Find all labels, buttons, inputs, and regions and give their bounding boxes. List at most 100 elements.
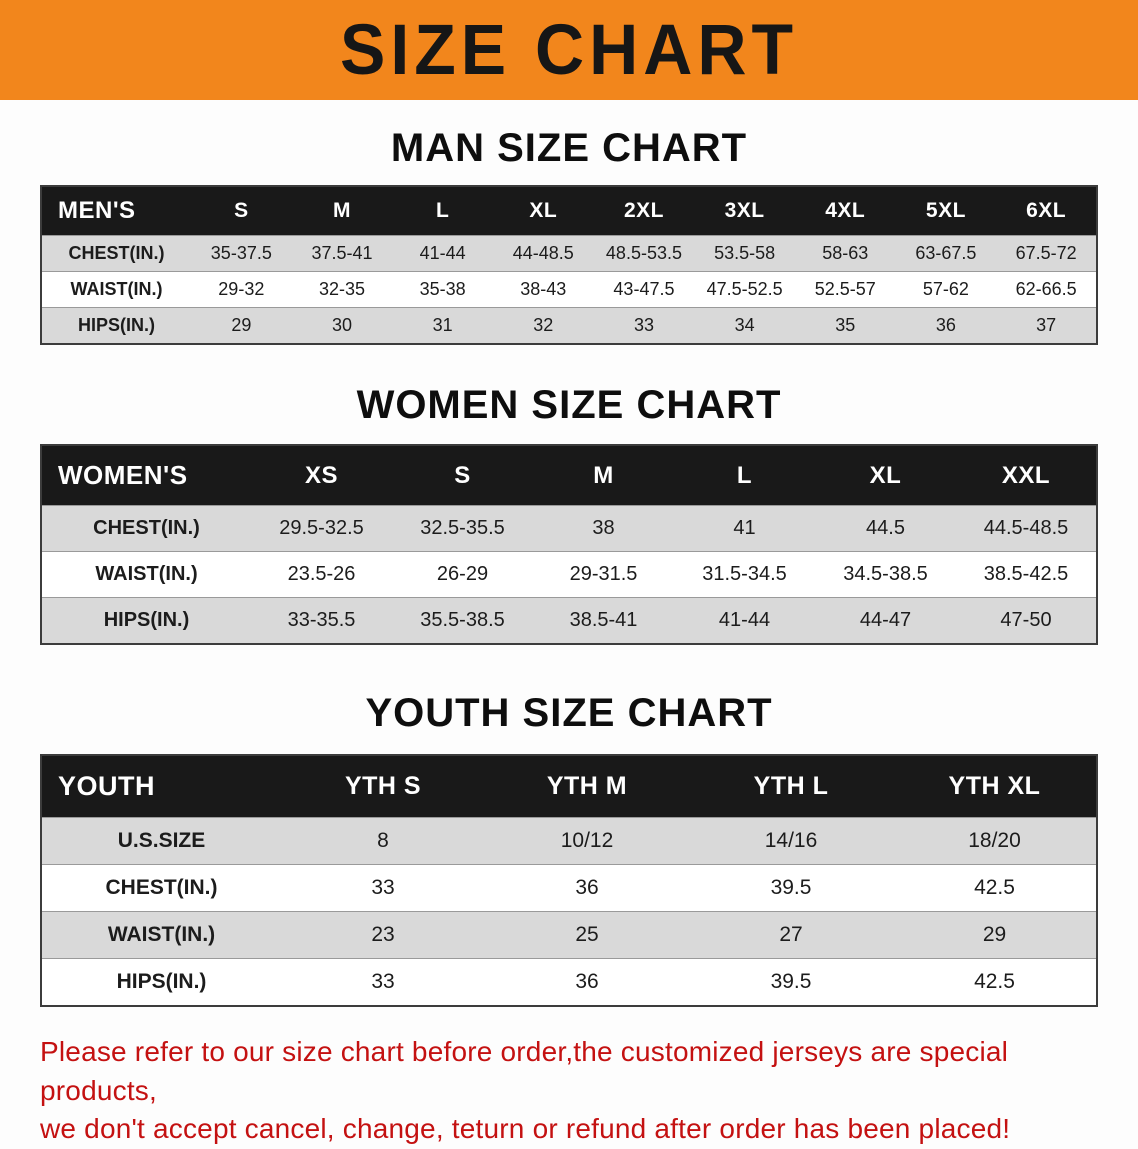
size-chart-banner: SIZE CHART <box>0 0 1138 100</box>
size-value-cell: 42.5 <box>974 970 1015 993</box>
size-column-header: XL <box>815 445 956 506</box>
size-value-cell: 34 <box>734 315 755 335</box>
youth-section-heading: YOUTH SIZE CHART <box>365 691 773 735</box>
size-value-cell: 31.5-34.5 <box>702 563 787 585</box>
size-value-cell: 44.5 <box>866 517 905 539</box>
size-value-cell: 52.5-57 <box>814 279 876 299</box>
women-size-section: WOMEN SIZE CHART WOMEN'S XS S M L XL XXL CHEST(… <box>0 383 1138 645</box>
size-value-cell: 67.5-72 <box>1015 243 1077 263</box>
size-value-cell: 57-62 <box>922 279 969 299</box>
row-label: CHEST(IN.) <box>93 517 200 539</box>
table-corner-label: WOMEN'S <box>41 445 251 506</box>
disclaimer-line-2: we don't accept cancel, change, teturn o… <box>40 1113 1011 1145</box>
row-label: WAIST(IN.) <box>95 563 198 585</box>
table-row: HIPS(IN.) 33-35.5 35.5-38.5 38.5-41 41-44 44-… <box>41 597 1097 644</box>
men-size-table: MEN'S S M L XL 2XL 3XL 4XL 5XL 6XL CHEST(IN.) 35-37… <box>40 185 1098 345</box>
size-column-header: L <box>392 186 493 236</box>
women-size-table: WOMEN'S XS S M L XL XXL CHEST(IN.) 29.5-32.5 32.5… <box>40 444 1098 645</box>
size-value-cell: 32-35 <box>318 279 365 299</box>
size-value-cell: 37 <box>1036 315 1057 335</box>
size-column-header: YTH S <box>281 755 485 818</box>
row-label: WAIST(IN.) <box>107 923 216 946</box>
table-row: CHEST(IN.) 29.5-32.5 32.5-35.5 38 41 44.5 44.5… <box>41 505 1097 552</box>
size-value-cell: 36 <box>935 315 956 335</box>
size-value-cell: 27 <box>779 923 803 946</box>
size-value-cell: 38.5-42.5 <box>983 563 1069 585</box>
size-value-cell: 41-44 <box>718 609 771 631</box>
size-value-cell: 44-47 <box>859 609 912 631</box>
size-value-cell: 25 <box>575 923 599 946</box>
size-value-cell: 41-44 <box>419 243 466 263</box>
size-value-cell: 35-37.5 <box>210 243 272 263</box>
size-value-cell: 18/20 <box>968 829 1021 852</box>
table-row: WAIST(IN.) 23 25 27 29 <box>41 911 1097 959</box>
row-label: HIPS(IN.) <box>103 609 190 631</box>
size-value-cell: 30 <box>331 315 352 335</box>
size-column-header: YTH M <box>485 755 689 818</box>
size-value-cell: 33 <box>633 315 654 335</box>
size-column-header: M <box>291 186 393 236</box>
table-row: WAIST(IN.) 23.5-26 26-29 29-31.5 31.5-34.5 34… <box>41 551 1097 598</box>
men-size-section: MAN SIZE CHART MEN'S S M L XL 2XL 3XL 4XL 5XL 6XL… <box>0 126 1138 345</box>
size-value-cell: 31 <box>432 315 453 335</box>
size-value-cell: 29 <box>231 315 252 335</box>
table-header-row: YOUTH YTH S YTH M YTH L YTH XL <box>41 755 1097 818</box>
size-value-cell: 42.5 <box>974 876 1015 899</box>
row-label: HIPS(IN.) <box>77 315 155 335</box>
size-value-cell: 29-32 <box>218 279 265 299</box>
size-value-cell: 44-48.5 <box>512 243 574 263</box>
size-value-cell: 41 <box>733 517 756 539</box>
table-row: HIPS(IN.) 29 30 31 32 33 34 35 36 37 <box>41 307 1097 344</box>
table-row: HIPS(IN.) 33 36 39.5 42.5 <box>41 958 1097 1006</box>
size-value-cell: 38 <box>592 517 615 539</box>
size-value-cell: 39.5 <box>770 876 812 899</box>
size-value-cell: 47-50 <box>1000 609 1052 631</box>
size-column-header: M <box>533 445 674 506</box>
size-value-cell: 35-38 <box>419 279 466 299</box>
size-value-cell: 14/16 <box>764 829 818 852</box>
size-value-cell: 43-47.5 <box>613 279 675 299</box>
row-label: WAIST(IN.) <box>70 279 163 299</box>
table-corner-label: MEN'S <box>41 186 191 236</box>
size-value-cell: 35 <box>835 315 856 335</box>
size-value-cell: 37.5-41 <box>311 243 373 263</box>
size-column-header: XXL <box>956 445 1097 506</box>
table-row: WAIST(IN.) 29-32 32-35 35-38 38-43 43-47.5 47.… <box>41 271 1097 308</box>
youth-size-section: YOUTH SIZE CHART YOUTH YTH S YTH M YTH L YTH… <box>0 691 1138 1007</box>
size-value-cell: 36 <box>575 876 599 899</box>
table-row: CHEST(IN.) 35-37.5 37.5-41 41-44 44-48.5 48.5… <box>41 235 1097 272</box>
size-value-cell: 33 <box>371 876 395 899</box>
size-column-header: XS <box>251 445 392 506</box>
row-label: U.S.SIZE <box>117 829 206 852</box>
size-value-cell: 32.5-35.5 <box>420 517 505 539</box>
size-column-header: S <box>392 445 533 506</box>
size-value-cell: 38-43 <box>520 279 567 299</box>
men-section-heading: MAN SIZE CHART <box>390 126 748 170</box>
size-column-header: 6XL <box>996 186 1097 236</box>
size-value-cell: 32 <box>533 315 554 335</box>
size-value-cell: 10/12 <box>560 829 614 852</box>
size-value-cell: 23.5-26 <box>287 563 356 585</box>
table-row: CHEST(IN.) 33 36 39.5 42.5 <box>41 864 1097 912</box>
size-value-cell: 36 <box>575 970 599 993</box>
size-value-cell: 63-67.5 <box>915 243 977 263</box>
size-column-header: 3XL <box>694 186 795 236</box>
size-column-header: 4XL <box>794 186 896 236</box>
size-value-cell: 47.5-52.5 <box>706 279 783 299</box>
size-value-cell: 29.5-32.5 <box>279 517 364 539</box>
table-row: U.S.SIZE 8 10/12 14/16 18/20 <box>41 817 1097 865</box>
disclaimer-line-1: Please refer to our size chart before or… <box>40 1036 1009 1106</box>
row-label: HIPS(IN.) <box>116 970 207 993</box>
size-column-header: S <box>191 186 292 236</box>
table-corner-label: YOUTH <box>41 755 281 818</box>
size-value-cell: 38.5-41 <box>569 609 638 631</box>
disclaimer-text: Please refer to our size chart before or… <box>40 1033 1100 1149</box>
size-value-cell: 44.5-48.5 <box>983 517 1069 539</box>
size-column-header: YTH XL <box>893 755 1097 818</box>
size-value-cell: 34.5-38.5 <box>843 563 928 585</box>
size-value-cell: 26-29 <box>436 563 489 585</box>
row-label: CHEST(IN.) <box>105 876 218 899</box>
size-value-cell: 35.5-38.5 <box>420 609 505 631</box>
size-column-header: 5XL <box>895 186 997 236</box>
